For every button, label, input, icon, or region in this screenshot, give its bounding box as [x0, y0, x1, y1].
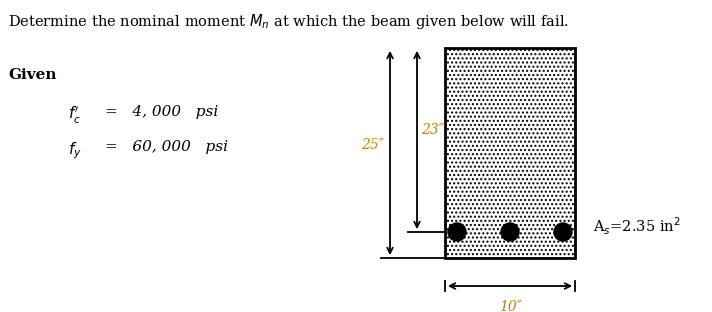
Circle shape — [448, 223, 466, 241]
Text: 25″: 25″ — [361, 138, 384, 152]
Text: Determine the nominal moment $M_n$ at which the beam given below will fail.: Determine the nominal moment $M_n$ at wh… — [8, 12, 569, 31]
Text: $f_y$: $f_y$ — [68, 140, 82, 161]
Text: =   4, 000   psi: = 4, 000 psi — [105, 105, 219, 119]
Text: $f_c'$: $f_c'$ — [68, 105, 81, 126]
Text: 23″: 23″ — [421, 123, 444, 137]
Text: =   60, 000   psi: = 60, 000 psi — [105, 140, 228, 154]
Text: 10″: 10″ — [498, 300, 521, 312]
Bar — [445, 48, 575, 258]
Circle shape — [554, 223, 572, 241]
Circle shape — [501, 223, 519, 241]
Text: Given: Given — [8, 68, 56, 82]
Text: A$_s$=2.35 in$^2$: A$_s$=2.35 in$^2$ — [593, 215, 681, 237]
